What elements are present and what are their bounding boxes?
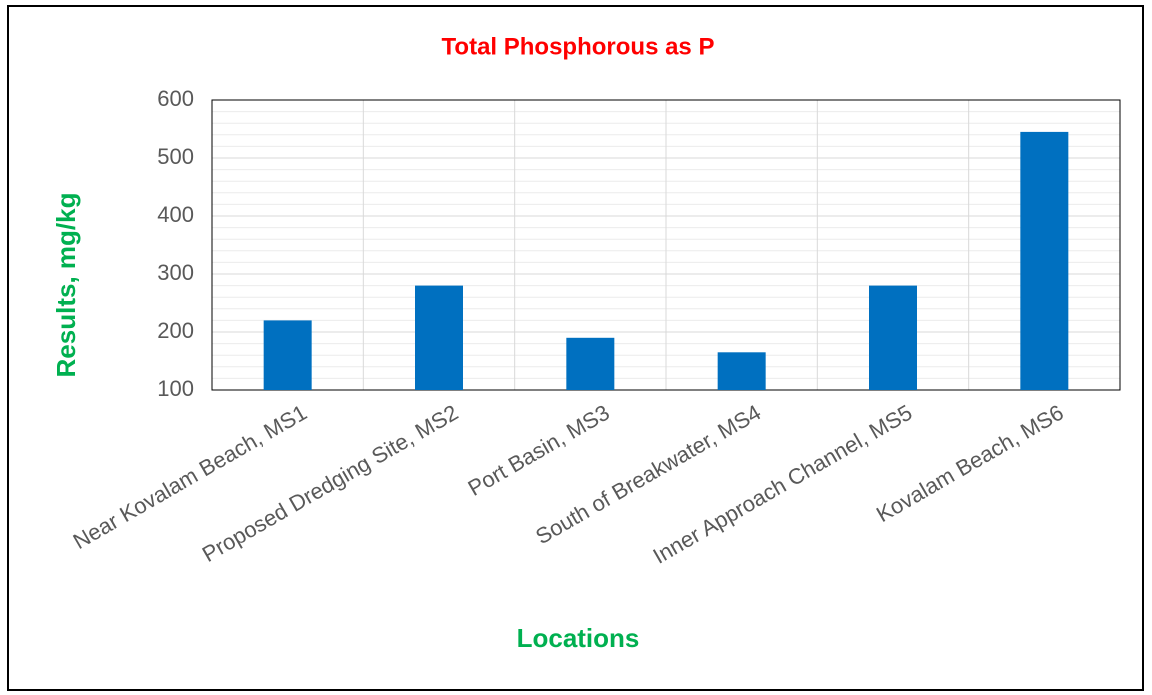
bar bbox=[415, 285, 463, 390]
plot-border bbox=[211, 99, 1121, 391]
chart-title: Total Phosphorous as P bbox=[442, 33, 715, 60]
y-tick-label: 600 bbox=[157, 86, 194, 111]
bar bbox=[263, 320, 312, 390]
y-tick-label: 500 bbox=[157, 144, 194, 169]
bar bbox=[566, 337, 615, 390]
bar bbox=[717, 352, 766, 390]
bar bbox=[869, 285, 917, 390]
y-tick-label: 400 bbox=[157, 202, 194, 227]
y-axis-label: Results, mg/kg bbox=[51, 193, 81, 378]
y-tick-label: 200 bbox=[157, 318, 194, 343]
bar bbox=[1020, 131, 1069, 390]
y-tick-label: 300 bbox=[157, 260, 194, 285]
y-tick-label: 100 bbox=[157, 376, 194, 401]
x-axis-label: Locations bbox=[517, 623, 640, 653]
